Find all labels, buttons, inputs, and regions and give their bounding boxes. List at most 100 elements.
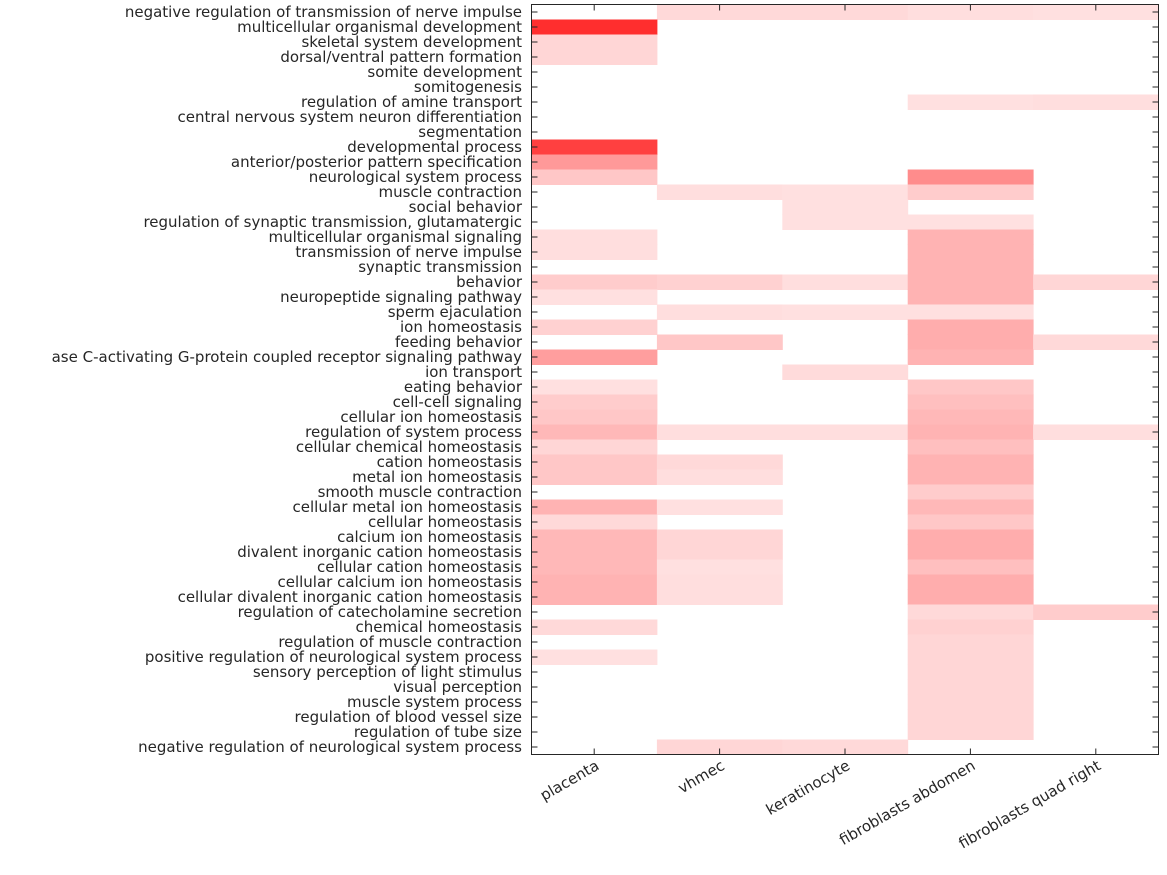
heatmap-cell — [531, 349, 658, 365]
heatmap-cell — [907, 484, 1034, 500]
y-tick-label: divalent inorganic cation homeostasis — [237, 543, 522, 561]
heatmap-cell — [656, 4, 783, 20]
x-tick-label: placenta — [537, 756, 602, 804]
heatmap-cell — [907, 589, 1034, 605]
heatmap-cell — [907, 304, 1034, 320]
y-tick-label: developmental process — [347, 138, 522, 156]
y-tick-label: cell-cell signaling — [393, 393, 522, 411]
heatmap-cell — [531, 274, 658, 290]
heatmap-cell — [907, 439, 1034, 455]
y-tick-label: muscle system process — [347, 693, 522, 711]
heatmap-cell — [656, 334, 783, 350]
y-tick-label: cellular chemical homeostasis — [296, 438, 522, 456]
heatmap-cell — [907, 4, 1034, 20]
y-tick-label: multicellular organismal signaling — [268, 228, 522, 246]
heatmap-cell — [907, 334, 1034, 350]
heatmap-cell — [656, 559, 783, 575]
heatmap-cell — [907, 319, 1034, 335]
heatmap-cell — [531, 514, 658, 530]
y-tick-label: muscle contraction — [379, 183, 523, 201]
heatmap-cell — [1033, 334, 1159, 350]
x-tick-label: keratinocyte — [763, 756, 853, 818]
heatmap-cell — [907, 499, 1034, 515]
heatmap-cell — [907, 649, 1034, 665]
heatmap-cell — [531, 454, 658, 470]
heatmap-cell — [531, 19, 658, 35]
y-tick-label: somite development — [367, 63, 522, 81]
heatmap-cell — [656, 589, 783, 605]
heatmap-cell — [531, 139, 658, 155]
heatmap-cell — [907, 619, 1034, 635]
heatmap-cell — [531, 424, 658, 440]
heatmap-cell — [531, 439, 658, 455]
plot-frame — [531, 4, 1159, 755]
heatmap-cell — [656, 469, 783, 485]
heatmap-cell — [531, 649, 658, 665]
y-tick-label: segmentation — [418, 123, 522, 141]
y-tick-label: positive regulation of neurological syst… — [145, 648, 522, 666]
heatmap-cell — [656, 574, 783, 590]
y-tick-label: regulation of catecholamine secretion — [238, 603, 522, 621]
heatmap-cell — [782, 4, 909, 20]
heatmap-cell — [907, 214, 1034, 230]
heatmap-cell — [531, 394, 658, 410]
heatmap-cell — [531, 229, 658, 245]
x-tick-label: vhmec — [675, 756, 728, 797]
heatmap-cells — [531, 4, 1159, 755]
heatmap-cell — [907, 544, 1034, 560]
heatmap-cell — [531, 574, 658, 590]
heatmap-cell — [782, 739, 909, 755]
heatmap-cell — [531, 499, 658, 515]
heatmap-cell — [531, 289, 658, 305]
heatmap-cell — [907, 184, 1034, 200]
heatmap-cell — [656, 454, 783, 470]
heatmap-cell — [907, 679, 1034, 695]
heatmap-cell — [531, 244, 658, 260]
heatmap-cell — [531, 589, 658, 605]
y-tick-label: cellular metal ion homeostasis — [293, 498, 523, 516]
heatmap-cell — [656, 739, 783, 755]
heatmap-cell — [656, 529, 783, 545]
y-tick-label: ase C-activating G-protein coupled recep… — [52, 348, 523, 366]
heatmap-cell — [531, 559, 658, 575]
heatmap-cell — [782, 424, 909, 440]
heatmap-cell — [656, 304, 783, 320]
heatmap-cell — [907, 349, 1034, 365]
y-tick-label: calcium ion homeostasis — [337, 528, 522, 546]
heatmap-cell — [907, 469, 1034, 485]
heatmap-cell — [656, 274, 783, 290]
heatmap-cell — [531, 379, 658, 395]
heatmap-cell — [907, 454, 1034, 470]
y-tick-label: cellular cation homeostasis — [317, 558, 522, 576]
heatmap-cell — [907, 514, 1034, 530]
heatmap-cell — [656, 184, 783, 200]
heatmap-cell — [907, 694, 1034, 710]
y-tick-label: central nervous system neuron differenti… — [177, 108, 522, 126]
y-tick-label: neuropeptide signaling pathway — [280, 288, 522, 306]
heatmap-cell — [531, 34, 658, 50]
y-tick-label: synaptic transmission — [358, 258, 522, 276]
y-tick-label: multicellular organismal development — [237, 18, 522, 36]
heatmap-cell — [907, 709, 1034, 725]
y-tick-label: regulation of blood vessel size — [295, 708, 523, 726]
heatmap-cell — [907, 634, 1034, 650]
heatmap-cell — [907, 229, 1034, 245]
heatmap-cell — [782, 274, 909, 290]
heatmap-cell — [1033, 604, 1159, 620]
y-tick-label: sensory perception of light stimulus — [253, 663, 522, 681]
heatmap-cell — [782, 214, 909, 230]
y-tick-label: somitogenesis — [414, 78, 522, 96]
y-tick-label: regulation of synaptic transmission, glu… — [143, 213, 522, 231]
heatmap-cell — [907, 424, 1034, 440]
heatmap-cell — [907, 529, 1034, 545]
y-tick-label: sperm ejaculation — [388, 303, 522, 321]
heatmap-cell — [1033, 274, 1159, 290]
heatmap-cell — [907, 244, 1034, 260]
heatmap-cell — [907, 559, 1034, 575]
y-tick-label: metal ion homeostasis — [352, 468, 522, 486]
y-tick-label: cation homeostasis — [377, 453, 523, 471]
heatmap-cell — [1033, 4, 1159, 20]
heatmap-cell — [907, 409, 1034, 425]
heatmap-cell — [782, 199, 909, 215]
